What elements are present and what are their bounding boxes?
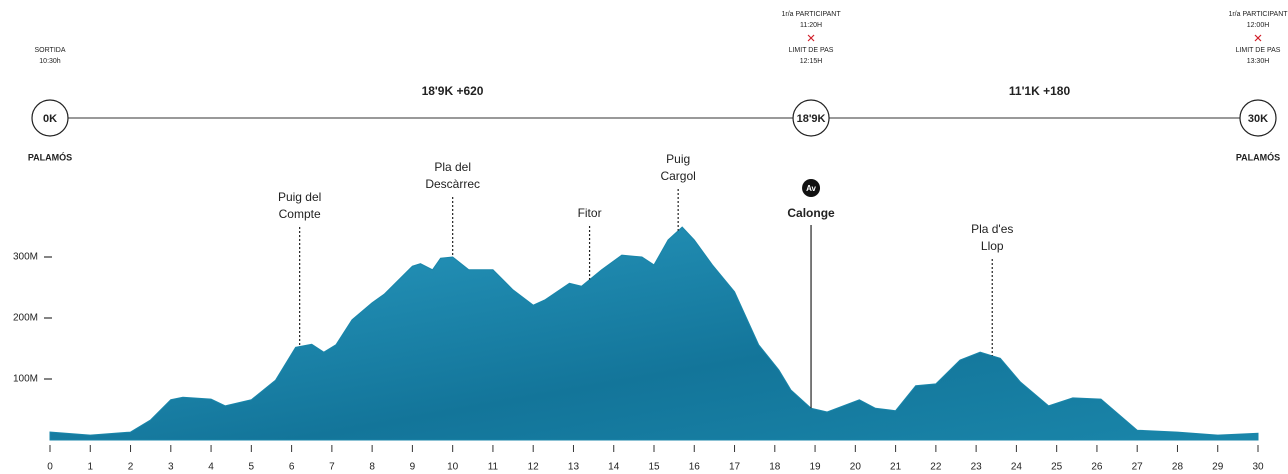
x-tick-label: 5 <box>249 462 255 473</box>
x-tick-label: 1 <box>87 462 93 473</box>
x-tick-label: 22 <box>930 462 942 473</box>
checkpoint-info: LIMIT DE PAS <box>1236 47 1281 54</box>
checkpoint-circle <box>31 99 69 137</box>
checkpoint-town: PALAMÓS <box>28 151 72 162</box>
x-tick-label: 6 <box>289 462 295 473</box>
checkpoint-info: LIMIT DE PAS <box>789 47 834 54</box>
x-tick-label: 4 <box>208 462 214 473</box>
checkpoint-label: 30K <box>1248 113 1268 125</box>
checkpoint-info: 1r/a PARTICIPANT <box>1228 11 1288 18</box>
y-tick-label: 100M <box>13 374 38 385</box>
segment-label: 18'9K +620 <box>422 84 484 98</box>
cross <box>1254 34 1262 42</box>
x-tick-label: 21 <box>890 462 902 473</box>
checkpoint-info: SORTIDA <box>35 47 66 54</box>
x-tick-label: 12 <box>528 462 540 473</box>
x-tick-label: 15 <box>648 462 660 473</box>
x-tick-label: 24 <box>1011 462 1023 473</box>
annotation-label: Llop <box>981 239 1004 253</box>
checkpoint-town: Calonge <box>787 206 835 220</box>
checkpoint-info: 10:30h <box>39 58 61 65</box>
x-tick-label: 16 <box>689 462 701 473</box>
x-tick-label: 26 <box>1091 462 1103 473</box>
checkpoint-town: PALAMÓS <box>1236 151 1280 162</box>
x-tick-label: 18 <box>769 462 781 473</box>
checkpoint-circle <box>1239 99 1277 137</box>
x-tick-label: 7 <box>329 462 335 473</box>
annotation-label: Compte <box>279 207 321 221</box>
annotation-label: Puig del <box>278 190 321 204</box>
x-tick-label: 20 <box>850 462 862 473</box>
x-tick-label: 0 <box>47 462 53 473</box>
annotation-label: Puig <box>666 152 690 166</box>
x-tick-label: 3 <box>168 462 174 473</box>
segment-label: 11'1K +180 <box>1009 84 1071 98</box>
x-tick-label: 8 <box>369 462 375 473</box>
x-tick-label: 9 <box>410 462 416 473</box>
x-tick-label: 23 <box>971 462 983 473</box>
checkpoint-info: 11:20H <box>800 22 822 29</box>
x-tick-label: 10 <box>447 462 459 473</box>
checkpoint-circle <box>792 99 830 137</box>
x-tick-label: 17 <box>729 462 741 473</box>
annotation-label: Fitor <box>578 206 602 220</box>
cross <box>807 34 815 42</box>
annotation-label: Descàrrec <box>425 177 480 191</box>
annotation-label: Cargol <box>660 169 695 183</box>
checkpoint-info: 12:00H <box>1247 22 1270 29</box>
y-tick-label: 200M <box>13 313 38 324</box>
x-tick-label: 13 <box>568 462 580 473</box>
checkpoint-info: 13:30H <box>1247 58 1270 65</box>
annotation-label: Pla d'es <box>971 222 1013 236</box>
x-tick-label: 25 <box>1051 462 1063 473</box>
x-tick-label: 30 <box>1252 462 1264 473</box>
x-tick-label: 29 <box>1212 462 1224 473</box>
checkpoint-label: 0K <box>43 113 57 125</box>
x-tick-label: 2 <box>128 462 134 473</box>
x-tick-label: 28 <box>1172 462 1184 473</box>
annotation-label: Pla del <box>434 160 471 174</box>
x-tick-label: 19 <box>810 462 822 473</box>
y-tick-label: 300M <box>13 252 38 263</box>
checkpoint-info: 1r/a PARTICIPANT <box>781 11 841 18</box>
checkpoint-label: 18'9K <box>797 113 826 125</box>
badge-circle <box>802 179 821 197</box>
x-tick-label: 27 <box>1132 462 1144 473</box>
badge-label: Av <box>806 184 816 193</box>
x-tick-label: 11 <box>488 462 499 473</box>
x-tick-label: 14 <box>608 462 620 473</box>
checkpoint-info: 12:15H <box>800 58 823 65</box>
elevation-area <box>49 226 1259 441</box>
